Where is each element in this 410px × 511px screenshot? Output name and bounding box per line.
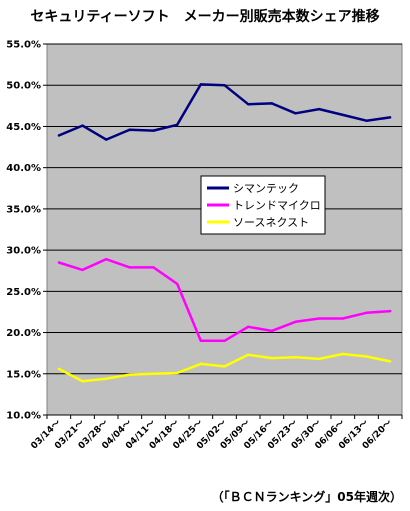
data-point (152, 129, 155, 132)
data-point (270, 102, 274, 105)
data-point (104, 377, 108, 380)
y-tick-label: 25.0% (6, 287, 41, 298)
data-point (365, 311, 368, 314)
y-tick-label: 50.0% (6, 81, 41, 92)
data-point (317, 107, 321, 111)
data-point (57, 367, 61, 371)
data-point (199, 339, 203, 342)
data-point (294, 356, 297, 359)
legend-label: ソースネクスト (233, 216, 309, 229)
y-tick-label: 35.0% (6, 204, 41, 215)
y-tick-label: 40.0% (6, 163, 41, 174)
y-tick-label: 55.0% (6, 40, 41, 51)
data-point (128, 266, 132, 269)
data-point (104, 257, 108, 261)
data-point (341, 317, 345, 320)
data-point (388, 309, 392, 313)
legend-label: トレンドマイクロ (233, 199, 321, 212)
data-point (246, 102, 250, 106)
data-point (175, 282, 179, 286)
data-point (246, 353, 250, 357)
data-point (104, 138, 108, 141)
data-point (223, 365, 226, 368)
gridlines (47, 43, 402, 416)
data-point (365, 119, 368, 122)
source-note: （「ＢＣＮランキング」05年週次） (211, 490, 402, 504)
y-tick-label: 45.0% (6, 122, 41, 133)
data-point (81, 124, 84, 127)
y-tick-label: 30.0% (6, 246, 41, 257)
data-point (294, 112, 297, 115)
data-point (223, 339, 226, 342)
data-point (175, 123, 179, 126)
data-point (175, 371, 179, 375)
legend-label: シマンテック (233, 182, 299, 195)
data-point (152, 266, 155, 269)
data-point (270, 329, 274, 333)
data-point (388, 360, 392, 363)
data-point (199, 83, 203, 86)
y-axis: 10.0% 15.0% 20.0% 25.0% 30.0% 35.0% 40.0% 45.0%… (6, 40, 402, 422)
data-point (81, 268, 84, 272)
data-point (388, 116, 392, 119)
data-point (294, 320, 297, 324)
data-point (341, 113, 345, 117)
data-point (199, 362, 203, 366)
data-point (341, 352, 345, 356)
data-point (317, 357, 321, 361)
data-point (152, 372, 155, 375)
chart-title: セキュリティーソフト メーカー別販売本数シェア推移 (30, 9, 380, 25)
data-point (81, 379, 84, 383)
data-point (128, 373, 132, 376)
data-point (365, 355, 368, 358)
data-point (128, 128, 132, 131)
data-point (317, 317, 321, 320)
data-point (223, 84, 226, 87)
x-axis: 03/14～03/21～03/28～04/04～04/11～04/18～04/2… (29, 415, 403, 452)
data-point (57, 261, 61, 264)
series-lines (57, 83, 392, 383)
y-tick-label: 20.0% (6, 328, 41, 339)
y-tick-label: 15.0% (6, 369, 41, 380)
data-point (57, 134, 61, 137)
y-tick-label: 10.0% (6, 411, 41, 422)
data-point (246, 325, 250, 328)
data-point (270, 356, 274, 360)
